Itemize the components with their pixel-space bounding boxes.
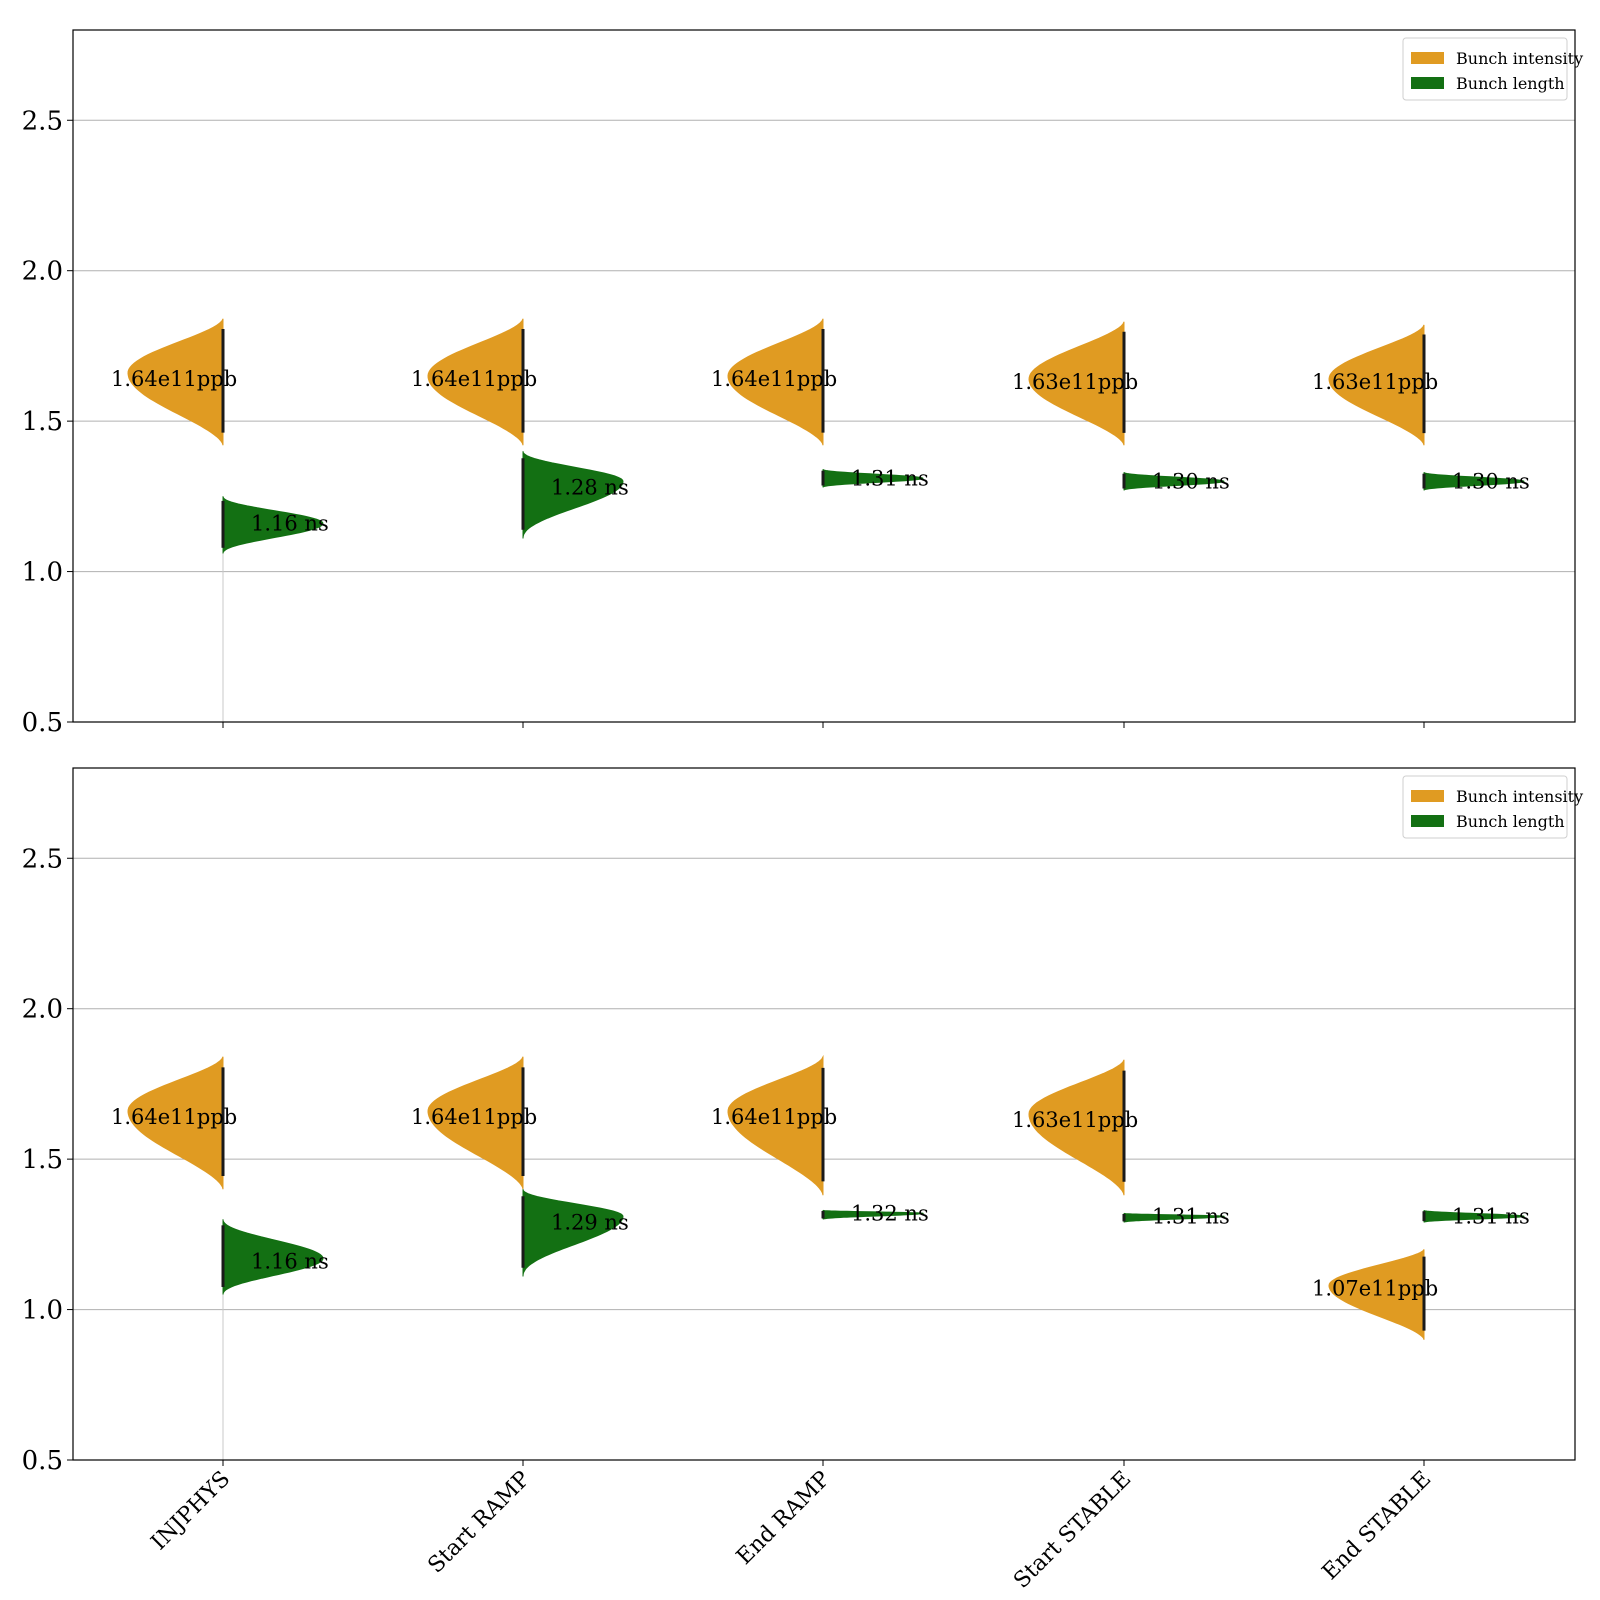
top-violin-panel: 0.5 1.0 1.5 2.0 2.5 1.64e11ppb 1.64e11ppb 1.64e…: [22, 29, 1583, 738]
length-violin: [522, 451, 624, 539]
length-violin: [1423, 1209, 1525, 1223]
length-value-label: 1.16 ns: [251, 511, 329, 535]
length-value-label: 1.31 ns: [1452, 1204, 1530, 1228]
length-value-label: 1.29 ns: [551, 1210, 629, 1234]
length-value-label: 1.32 ns: [851, 1201, 929, 1225]
legend: Bunch intensity Bunch length: [1402, 775, 1583, 839]
intensity-violin: [1028, 321, 1125, 446]
y-tick-label: 0.5: [22, 708, 63, 738]
length-violin: [822, 1209, 925, 1221]
length-violin: [1123, 472, 1225, 491]
axes-frame: [72, 29, 1576, 723]
length-violin: [1423, 472, 1525, 491]
intensity-violin: [1028, 1059, 1125, 1196]
length-violin: [222, 496, 324, 554]
intensity-violin: [427, 1056, 524, 1190]
length-violin: [1123, 1212, 1226, 1223]
length-value-label: 1.31 ns: [851, 466, 929, 490]
intensity-value-label: 1.64e11ppb: [111, 367, 237, 391]
intensity-value-label: 1.63e11ppb: [1312, 370, 1438, 394]
axes-frame: [72, 767, 1576, 1461]
bottom-violin-panel: 0.5 1.0 1.5 2.0 2.5 1.64e11ppb 1.64e11ppb 1.64e…: [22, 767, 1583, 1594]
legend-entry: Bunch intensity: [1456, 49, 1583, 68]
legend: Bunch intensity Bunch length: [1402, 37, 1583, 101]
legend-swatch: [1411, 77, 1444, 89]
y-tick-label: 2.5: [22, 106, 63, 136]
intensity-value-label: 1.64e11ppb: [411, 1105, 537, 1129]
intensity-violin: [1328, 324, 1425, 446]
y-tick-label: 1.5: [22, 407, 63, 437]
legend-entry: Bunch intensity: [1456, 787, 1583, 806]
length-violin: [822, 469, 924, 488]
intensity-violin: [127, 1056, 224, 1190]
category-label: End RAMP: [732, 1466, 835, 1569]
category-label: INJPHYS: [147, 1467, 236, 1556]
y-tick-label: 1.0: [22, 558, 63, 588]
intensity-violin: [727, 318, 824, 446]
length-value-label: 1.16 ns: [251, 1249, 329, 1273]
length-value-label: 1.30 ns: [1152, 469, 1230, 493]
y-tick-label: 2.0: [22, 257, 63, 287]
legend-swatch: [1411, 790, 1444, 802]
legend-entry: Bunch length: [1456, 812, 1565, 831]
intensity-violin: [427, 318, 524, 446]
intensity-value-label: 1.63e11ppb: [1012, 1108, 1138, 1132]
length-violin: [222, 1219, 324, 1295]
legend-entry: Bunch length: [1456, 74, 1565, 93]
intensity-value-label: 1.64e11ppb: [111, 1105, 237, 1129]
category-label: Start RAMP: [423, 1466, 535, 1578]
category-label: End STABLE: [1318, 1467, 1436, 1585]
intensity-violin: [1328, 1249, 1425, 1340]
intensity-value-label: 1.63e11ppb: [1012, 370, 1138, 394]
category-label: Start STABLE: [1009, 1467, 1136, 1594]
length-violin: [522, 1189, 624, 1277]
y-tick-label: 2.0: [22, 995, 63, 1025]
y-tick-label: 0.5: [22, 1446, 63, 1476]
intensity-value-label: 1.64e11ppb: [411, 367, 537, 391]
intensity-value-label: 1.64e11ppb: [711, 367, 837, 391]
legend-swatch: [1411, 52, 1444, 64]
legend-swatch: [1411, 815, 1444, 827]
intensity-violin: [127, 318, 224, 446]
length-value-label: 1.28 ns: [551, 475, 629, 499]
length-value-label: 1.31 ns: [1152, 1204, 1230, 1228]
y-tick-label: 1.5: [22, 1145, 63, 1175]
y-tick-label: 1.0: [22, 1296, 63, 1326]
y-tick-label: 2.5: [22, 844, 63, 874]
length-value-label: 1.30 ns: [1452, 469, 1530, 493]
intensity-value-label: 1.64e11ppb: [711, 1105, 837, 1129]
intensity-violin: [727, 1054, 824, 1196]
intensity-value-label: 1.07e11ppb: [1312, 1277, 1438, 1301]
